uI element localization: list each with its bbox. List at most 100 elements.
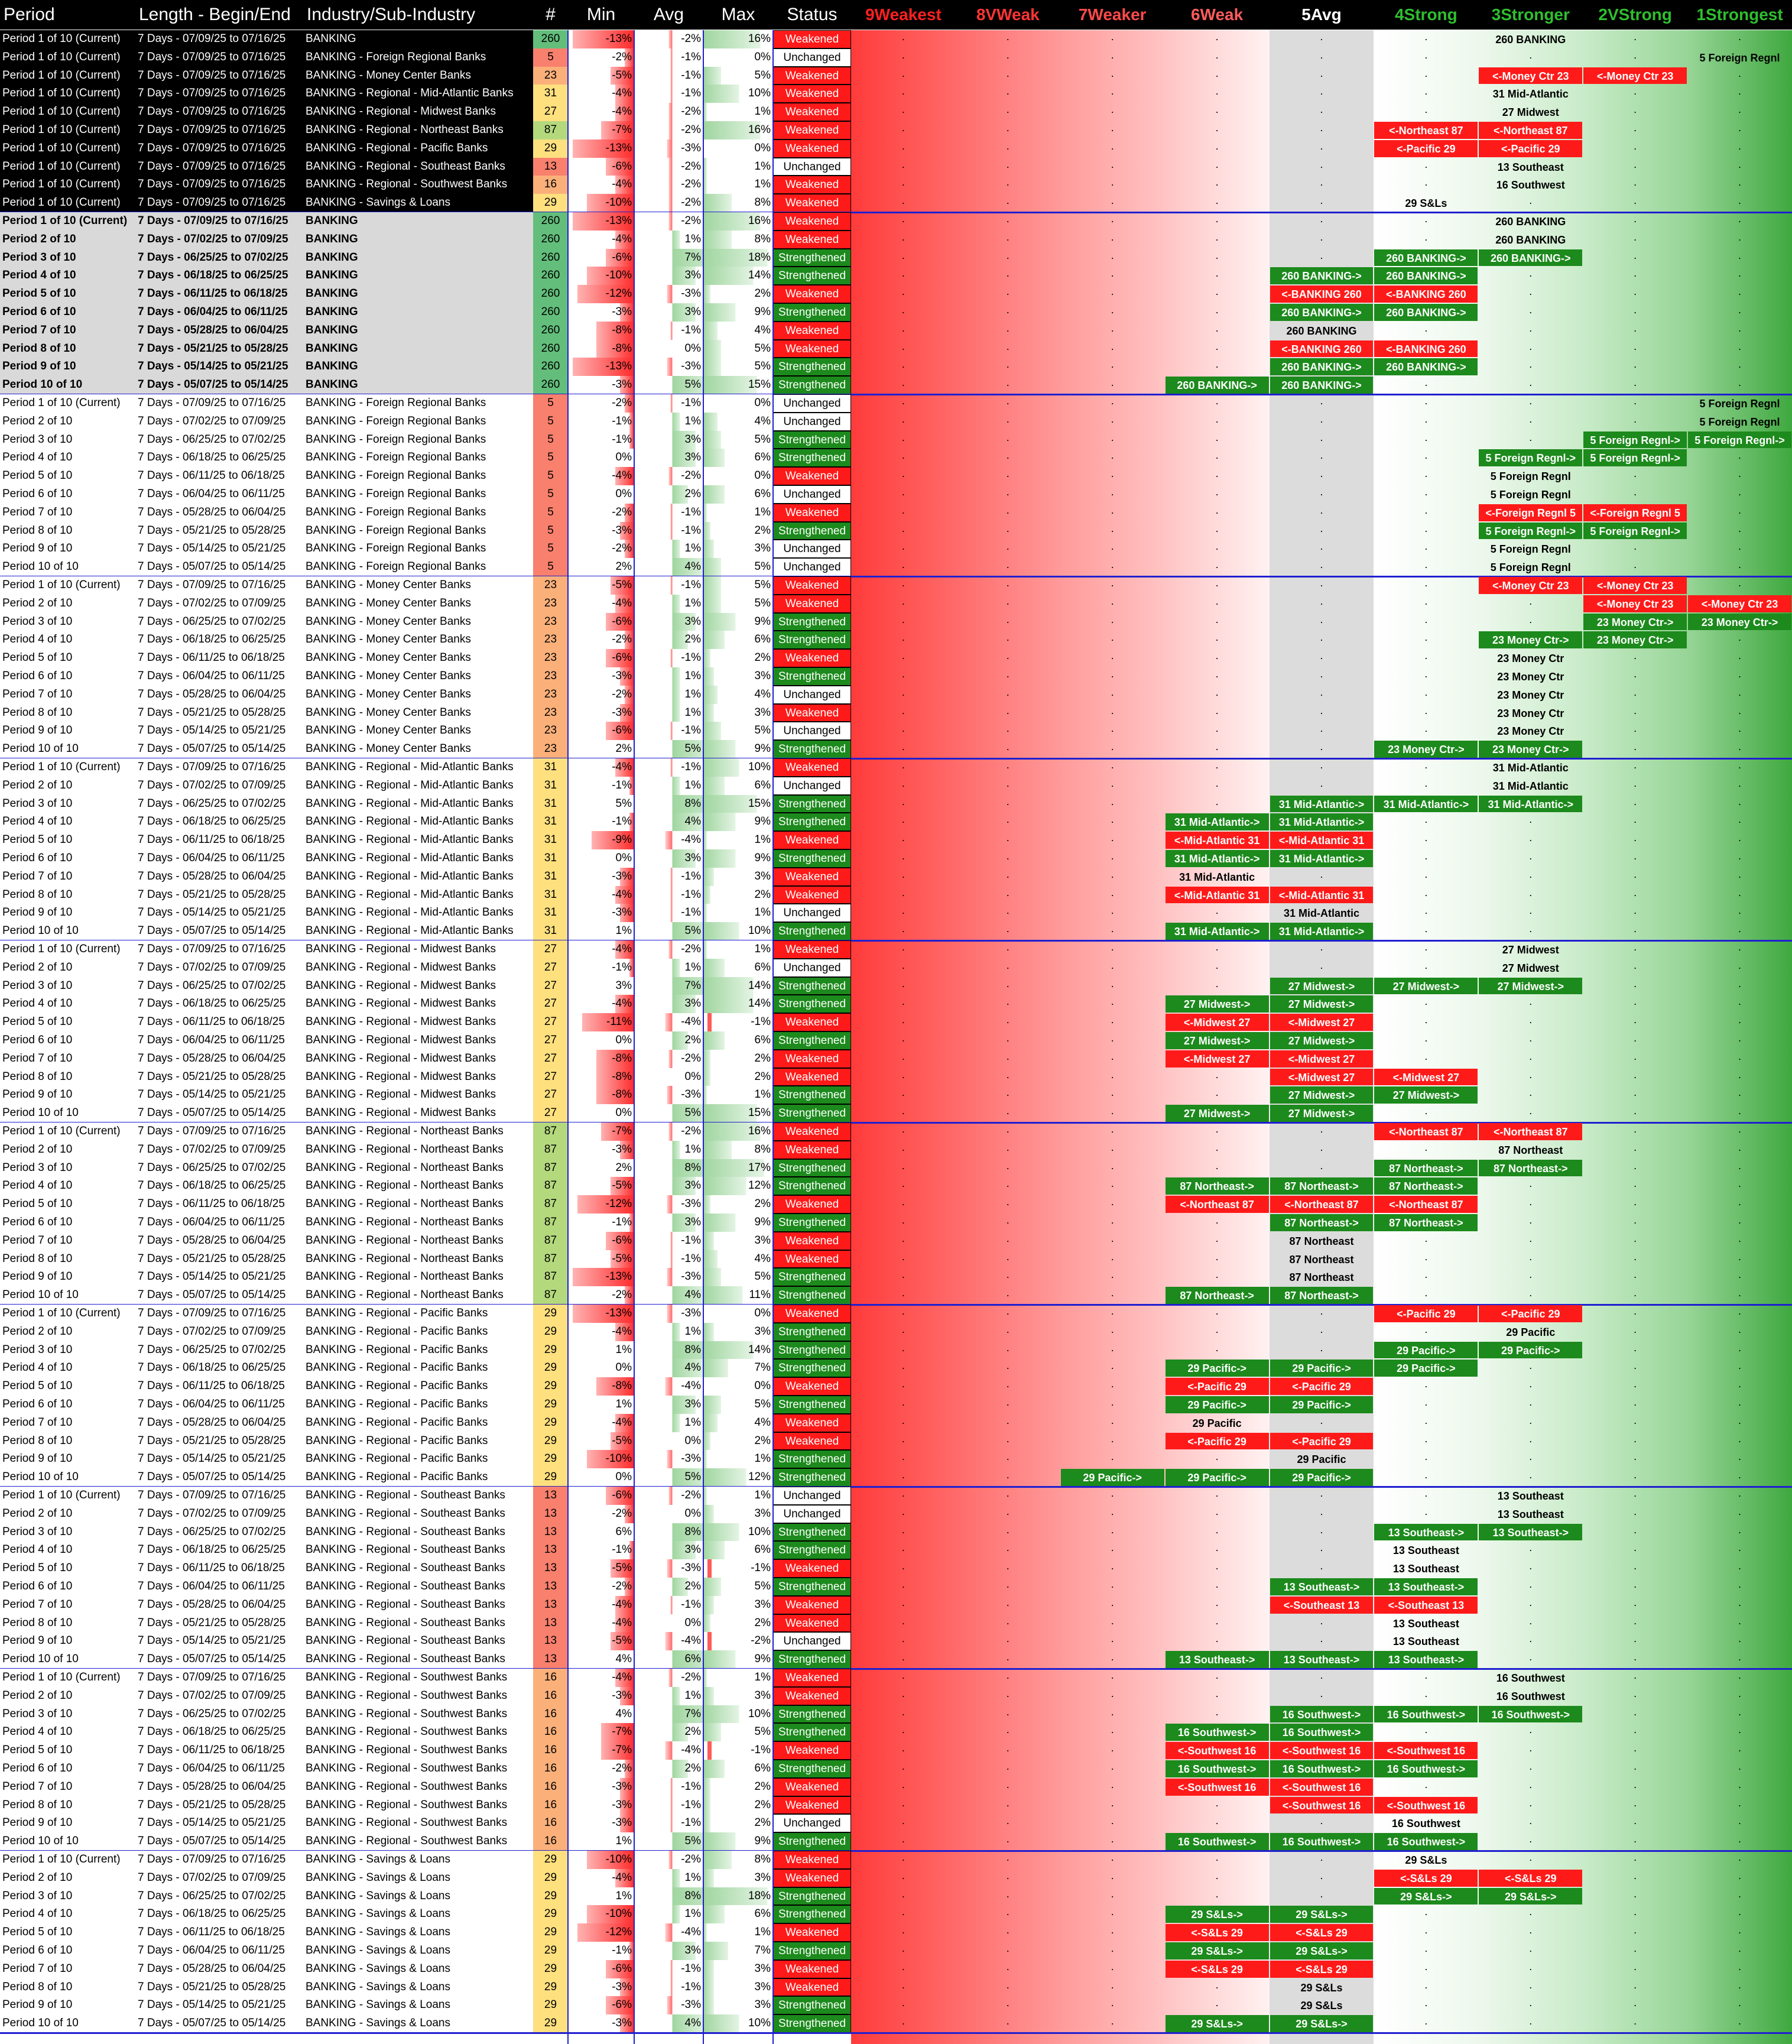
industry-name: BANKING - Regional - Midwest Banks <box>303 958 533 977</box>
industry-name: BANKING - Savings & Loans <box>303 1959 533 1978</box>
bucket-dot: . <box>1738 285 1742 298</box>
count-cell: 87 <box>533 1159 568 1177</box>
bucket-dot: . <box>1006 1360 1009 1372</box>
bucket-dot: . <box>1529 304 1533 316</box>
bucket-marker: 31 Mid-Atlantic-> <box>1479 795 1583 813</box>
bucket-dot: . <box>1215 1086 1219 1099</box>
bucket-marker: 13 Southeast-> <box>1374 1523 1478 1541</box>
industry-name: BANKING - Regional - Southeast Banks <box>303 1541 533 1560</box>
bucket-dot: . <box>901 468 905 480</box>
avg-cell: 5% <box>634 376 703 394</box>
bucket-marker: 23 Money Ctr-> <box>1479 631 1583 649</box>
bucket-dot: . <box>1006 1815 1009 1827</box>
min-cell: -2% <box>568 1286 634 1305</box>
bucket-dot: . <box>1006 1960 1009 1972</box>
bucket-marker: 87 Northeast-> <box>1374 1177 1478 1195</box>
bucket-dot: . <box>1215 304 1219 316</box>
period-label: Period 10 of 10 <box>0 558 135 576</box>
min-cell: -3% <box>568 1796 634 1815</box>
bucket-dot: . <box>1215 267 1219 280</box>
period-range: 7 Days - 05/14/25 to 05/21/25 <box>135 1450 303 1469</box>
bucket-marker: 87 Northeast <box>1289 1253 1354 1266</box>
period-label: Period 4 of 10 <box>0 995 135 1014</box>
max-cell: 3% <box>703 1686 773 1705</box>
bucket-dot: . <box>1006 741 1009 753</box>
bucket-dot: . <box>1215 358 1219 371</box>
min-cell: -2% <box>568 48 634 67</box>
bucket-dot: . <box>1006 1869 1009 1881</box>
bucket-dot: . <box>901 1778 905 1790</box>
period-range: 7 Days - 06/11/25 to 06/18/25 <box>135 467 303 485</box>
min-cell: -4% <box>568 995 634 1014</box>
avg-cell: 7% <box>634 248 703 267</box>
count-cell: 27 <box>533 1013 568 1031</box>
period-label: Period 8 of 10 <box>0 703 135 722</box>
status-badge: Strengthened <box>773 976 851 995</box>
bucket-marker: 16 Southwest <box>1496 1672 1565 1684</box>
period-range: 7 Days - 05/14/25 to 05/21/25 <box>135 540 303 559</box>
count-cell: 5 <box>533 430 568 449</box>
period-range: 7 Days - 07/09/25 to 07/16/25 <box>135 48 303 67</box>
period-range: 7 Days - 06/25/25 to 07/02/25 <box>135 612 303 631</box>
period-range: 7 Days - 05/07/25 to 05/14/25 <box>135 2014 303 2033</box>
bucket-marker: 29 S&Ls-> <box>1270 1906 1374 1923</box>
avg-cell: 1% <box>634 540 703 559</box>
bucket-marker: 29 S&Ls <box>1405 197 1447 210</box>
bucket-dot: . <box>1215 1596 1219 1608</box>
industry-name: BANKING - Regional - Northeast Banks <box>303 1214 533 1232</box>
bucket-marker: 5 Foreign Regnl-> <box>1479 522 1583 540</box>
bucket-dot: . <box>1634 995 1637 1008</box>
industry-name: BANKING - Regional - Northeast Banks <box>303 1231 533 1250</box>
industry-name: BANKING - Foreign Regional Banks <box>303 467 533 485</box>
bucket-dot: . <box>1424 577 1428 589</box>
period-label: Period 10 of 10 <box>0 1832 135 1851</box>
avg-cell: 1% <box>634 667 703 686</box>
bucket-dot: . <box>901 1523 905 1536</box>
period-range: 7 Days - 06/18/25 to 06/25/25 <box>135 267 303 285</box>
max-cell: 5% <box>703 576 773 595</box>
group-separator <box>0 757 1792 760</box>
avg-cell: -4% <box>634 1632 703 1651</box>
min-cell: -3% <box>568 1686 634 1705</box>
period-label: Period 2 of 10 <box>0 1504 135 1523</box>
min-cell: -4% <box>568 1595 634 1614</box>
bucket-marker: 29 Pacific-> <box>1060 1469 1164 1486</box>
industry-name: BANKING - Regional - Mid-Atlantic Banks <box>303 849 533 868</box>
status-badge: Weakened <box>773 867 851 886</box>
bucket-dot: . <box>901 1705 905 1718</box>
bucket-dot: . <box>901 1869 905 1881</box>
min-cell: -9% <box>568 831 634 849</box>
industry-name: BANKING - Regional - Northeast Banks <box>303 1177 533 1196</box>
bucket-marker: 27 Midwest-> <box>1165 1032 1269 1049</box>
bucket-dot: . <box>901 759 905 771</box>
bucket-dot: . <box>1320 668 1323 680</box>
bucket-marker: 5 Foreign Regnl-> <box>1479 449 1583 467</box>
period-range: 7 Days - 05/14/25 to 05/21/25 <box>135 722 303 741</box>
bucket-dot: . <box>1738 1687 1742 1699</box>
bucket-marker: 87 Northeast <box>1498 1144 1563 1156</box>
bucket-dot: . <box>1738 1232 1742 1244</box>
bucket-dot: . <box>1634 1014 1637 1026</box>
bucket-dot: . <box>1006 1414 1009 1426</box>
period-range: 7 Days - 06/11/25 to 06/18/25 <box>135 285 303 303</box>
period-label: Period 8 of 10 <box>0 1068 135 1086</box>
status-badge: Weakened <box>773 66 851 85</box>
avg-cell: 0% <box>634 339 703 358</box>
status-badge: Unchanged <box>773 48 851 67</box>
bucket-dot: . <box>1111 668 1114 680</box>
bucket-dot: . <box>1738 741 1742 753</box>
bucket-marker: <-Mid-Atlantic 31 <box>1270 832 1374 849</box>
bucket-dot: . <box>1529 322 1533 334</box>
status-badge: Strengthened <box>773 521 851 540</box>
industry-name: BANKING - Regional - Mid-Atlantic Banks <box>303 776 533 795</box>
bucket-dot: . <box>1111 1523 1114 1536</box>
bucket-marker: <-Northeast 87 <box>1165 1196 1269 1213</box>
bucket-dot: . <box>901 1978 905 1991</box>
bucket-dot: . <box>901 431 905 443</box>
count-cell: 87 <box>533 1177 568 1196</box>
status-badge: Weakened <box>773 1049 851 1068</box>
max-cell: 2% <box>703 1432 773 1451</box>
count-cell: 5 <box>533 540 568 559</box>
max-cell: 5% <box>703 358 773 377</box>
status-badge: Weakened <box>773 1195 851 1214</box>
